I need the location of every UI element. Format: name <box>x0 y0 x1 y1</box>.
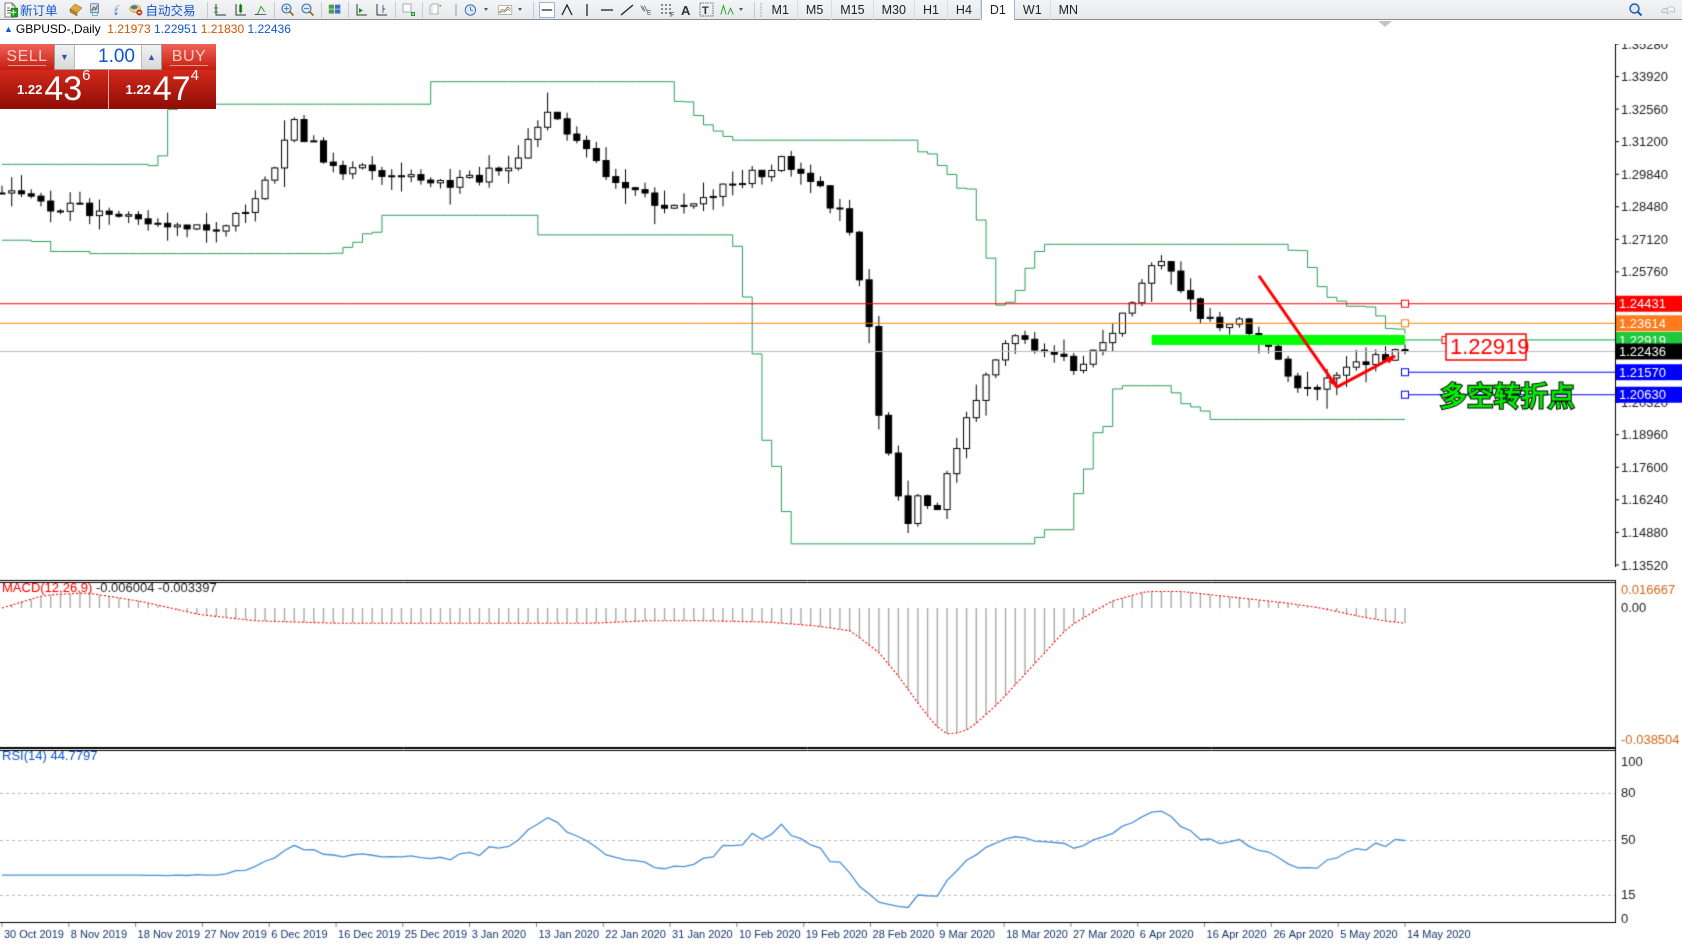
svg-text:F: F <box>670 12 674 18</box>
svg-text:T: T <box>702 5 709 17</box>
svg-text:A: A <box>681 3 691 18</box>
svg-text:E: E <box>647 9 651 16</box>
